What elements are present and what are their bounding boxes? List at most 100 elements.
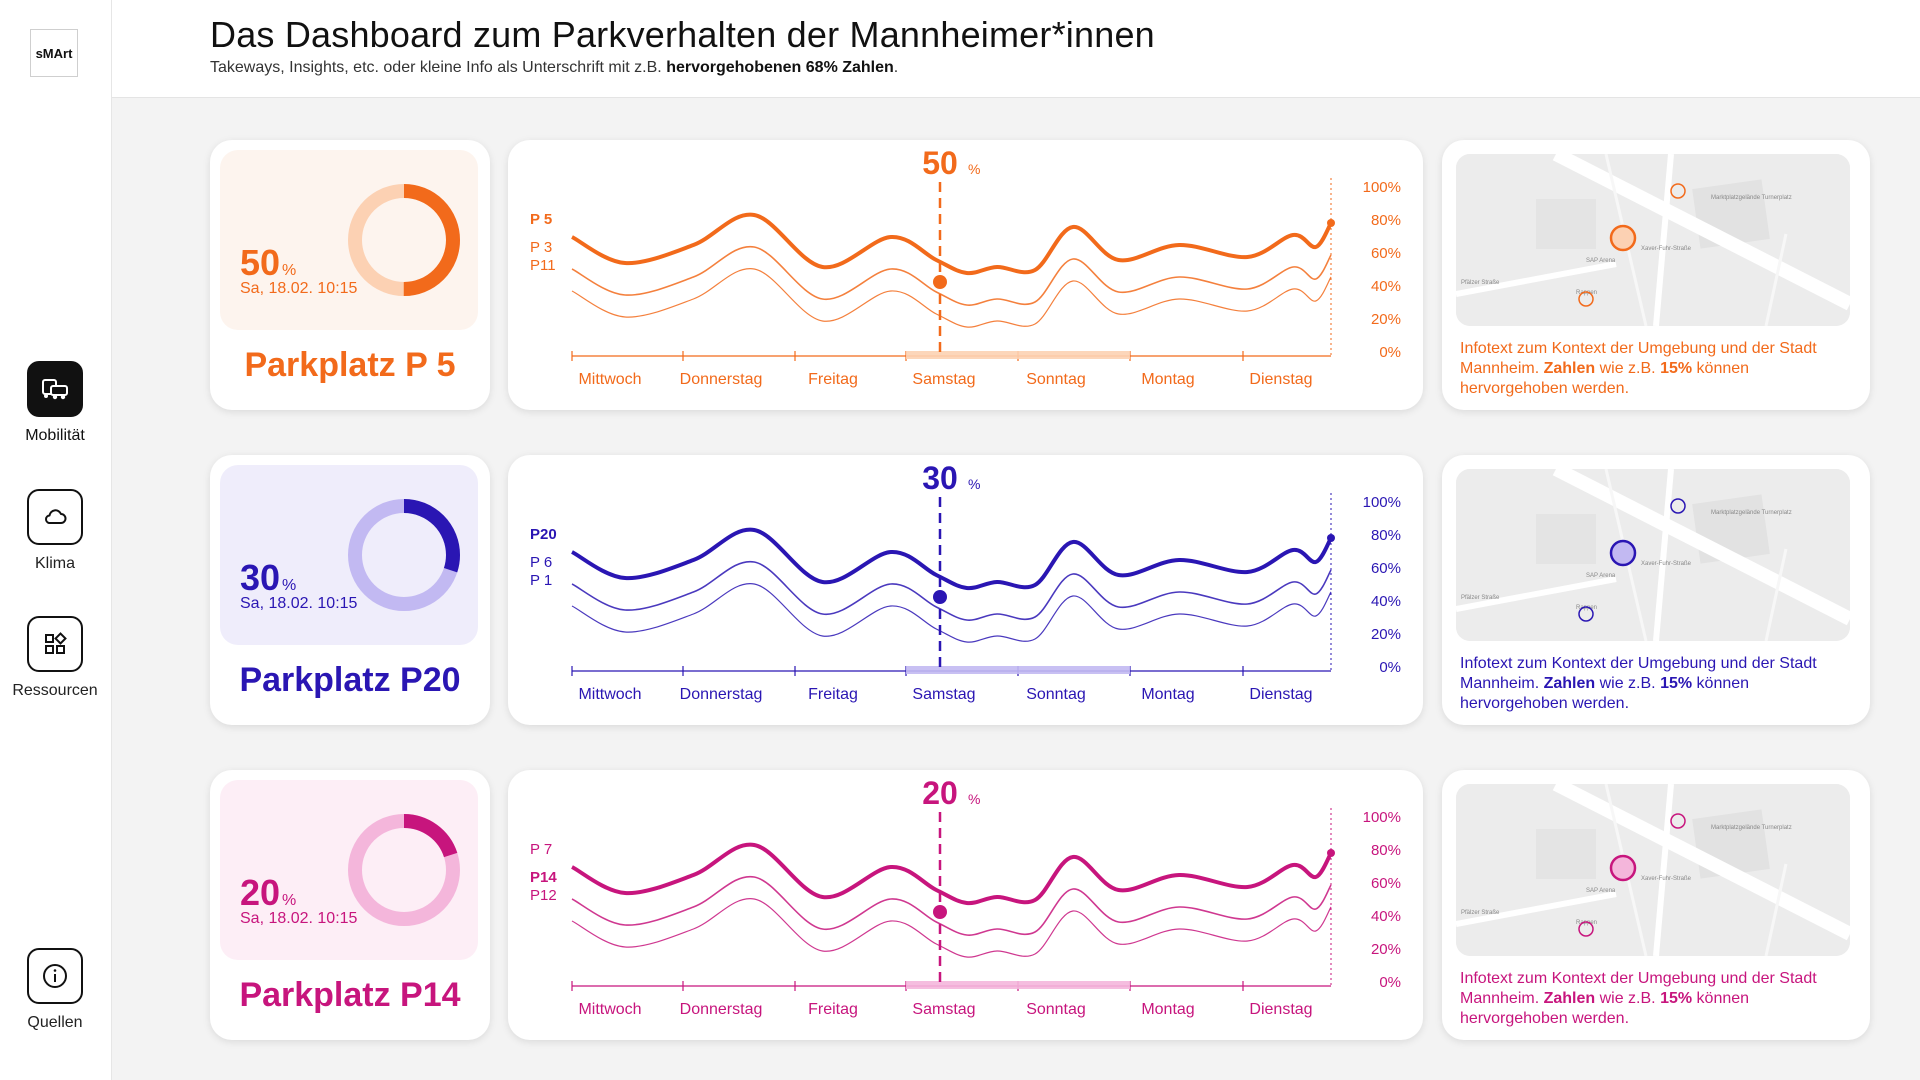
y-tick-label: 40% xyxy=(1371,278,1401,295)
subtitle-highlight: hervorgehobenen 68% Zahlen xyxy=(666,59,894,76)
series-end-point xyxy=(1327,534,1335,542)
nav-label-klima: Klima xyxy=(34,555,75,572)
x-tick-label: Montag xyxy=(1141,686,1194,703)
x-tick-label: Dienstag xyxy=(1249,1001,1312,1018)
map-marker[interactable] xyxy=(1670,498,1686,514)
map-block xyxy=(1536,514,1596,564)
series-line xyxy=(571,268,1332,328)
info-icon xyxy=(43,964,67,988)
logo[interactable]: sMArt xyxy=(30,29,78,77)
stat-panel: 50% Sa, 18.02. 10:15 xyxy=(220,150,478,330)
map-marker[interactable] xyxy=(1578,921,1594,937)
parking-lot-title: Parkplatz P20 xyxy=(239,661,461,699)
map-label: Marktplatzgelände Turnerplatz xyxy=(1711,510,1792,516)
chart-card: Mittwoch Donnerstag Freitag Samstag Sonntag M… xyxy=(508,455,1423,725)
map-marker-active[interactable] xyxy=(1609,539,1637,567)
info-text-part: Infotext zum Kontext der Umgebung und de… xyxy=(1460,970,1817,1007)
y-tick-label: 80% xyxy=(1371,212,1401,229)
info-text-part: können hervorgehoben werden. xyxy=(1460,675,1750,712)
map-marker[interactable] xyxy=(1670,813,1686,829)
map-graphic: Marktplatzgelände Turnerplatz SAP Arena Xa… xyxy=(1456,469,1850,641)
donut-fill xyxy=(348,184,460,296)
x-tick-label: Sonntag xyxy=(1026,686,1086,703)
stat-card: 50% Sa, 18.02. 10:15 Parkplatz P 5 xyxy=(210,140,490,410)
map-marker-active[interactable] xyxy=(1609,224,1637,252)
series-label: P 1 xyxy=(530,572,552,589)
map-card: Marktplatzgelände Turnerplatz SAP Arena Xa… xyxy=(1442,455,1870,725)
map-card: Marktplatzgelände Turnerplatz SAP Arena Xa… xyxy=(1442,770,1870,1040)
map-marker[interactable] xyxy=(1670,183,1686,199)
chart-card: Mittwoch Donnerstag Freitag Samstag Sonntag M… xyxy=(508,140,1423,410)
x-tick-label: Samstag xyxy=(912,1001,975,1018)
x-tick-label: Donnerstag xyxy=(680,686,763,703)
nav-item-mobilitaet[interactable]: Mobilität xyxy=(0,361,110,445)
x-tick-label: Sonntag xyxy=(1026,371,1086,388)
y-tick-label: 20% xyxy=(1371,311,1401,328)
info-highlight: Zahlen xyxy=(1543,675,1596,692)
y-tick-label: 40% xyxy=(1371,908,1401,925)
map-marker-active[interactable] xyxy=(1609,854,1637,882)
series-line xyxy=(571,212,1333,276)
nav-item-ressourcen[interactable]: Ressourcen xyxy=(0,616,110,700)
current-value-point xyxy=(933,590,947,604)
current-value-point xyxy=(933,905,947,919)
y-tick-label: 100% xyxy=(1363,494,1401,511)
nav-label-mobilitaet: Mobilität xyxy=(25,427,85,444)
timestamp: Sa, 18.02. 10:15 xyxy=(240,910,358,927)
info-text-part: wie z.B. xyxy=(1595,675,1661,692)
nav-button-klima[interactable] xyxy=(27,489,83,545)
series-label: P 3 xyxy=(530,239,552,256)
occupancy-donut xyxy=(348,499,460,611)
info-text: Infotext zum Kontext der Umgebung und de… xyxy=(1460,339,1850,399)
map-marker[interactable] xyxy=(1578,291,1594,307)
location-map[interactable]: Marktplatzgelände Turnerplatz SAP Arena Xa… xyxy=(1456,469,1850,641)
header: Das Dashboard zum Parkverhalten der Mann… xyxy=(112,0,1920,98)
series-label: P 7 xyxy=(530,841,552,858)
map-label: Rappen xyxy=(1576,605,1597,611)
occupancy-chart: Mittwoch Donnerstag Freitag Samstag Sonntag M… xyxy=(530,775,1401,1018)
map-label: SAP Arena xyxy=(1586,573,1616,579)
stat-card: 30% Sa, 18.02. 10:15 Parkplatz P20 xyxy=(210,455,490,725)
y-tick-label: 20% xyxy=(1371,626,1401,643)
map-block xyxy=(1536,829,1596,879)
stat-panel: 30% Sa, 18.02. 10:15 xyxy=(220,465,478,645)
current-value-unit: % xyxy=(968,476,980,492)
series-label: P 6 xyxy=(530,554,552,571)
map-marker[interactable] xyxy=(1578,606,1594,622)
nav-item-klima[interactable]: Klima xyxy=(0,489,110,573)
nav-label-ressourcen: Ressourcen xyxy=(12,682,98,699)
series-label: P11 xyxy=(530,257,556,274)
map-road xyxy=(1764,548,1788,641)
map-label: Marktplatzgelände Turnerplatz xyxy=(1711,195,1792,201)
map-graphic: Marktplatzgelände Turnerplatz SAP Arena Xa… xyxy=(1456,154,1850,326)
donut-fill xyxy=(348,814,460,926)
occupancy-chart: Mittwoch Donnerstag Freitag Samstag Sonntag M… xyxy=(530,460,1401,703)
map-background xyxy=(1456,154,1850,326)
map-label: Pfälzer Straße xyxy=(1461,280,1500,286)
series-label: P 5 xyxy=(530,211,552,228)
map-label: Pfälzer Straße xyxy=(1461,595,1500,601)
y-tick-label: 20% xyxy=(1371,941,1401,958)
page-subtitle: Takeways, Insights, etc. oder kleine Inf… xyxy=(210,59,898,77)
map-label: Xaver-Fuhr-Straße xyxy=(1641,876,1692,882)
map-road xyxy=(1653,784,1674,956)
x-tick-label: Donnerstag xyxy=(680,1001,763,1018)
nav-button-ressourcen[interactable] xyxy=(27,616,83,672)
donut-fill xyxy=(348,499,460,611)
nav-button-quellen[interactable] xyxy=(27,948,83,1004)
map-label: Rappen xyxy=(1576,290,1597,296)
current-value-label: 50 xyxy=(922,145,958,181)
nav-button-mobilitaet[interactable] xyxy=(27,361,83,417)
y-tick-label: 60% xyxy=(1371,245,1401,262)
info-text-part: können hervorgehoben werden. xyxy=(1460,360,1750,397)
nav-item-quellen[interactable]: Quellen xyxy=(0,948,110,1032)
x-tick-label: Mittwoch xyxy=(578,1001,641,1018)
series-line xyxy=(571,898,1332,958)
map-label: Rappen xyxy=(1576,920,1597,926)
parking-lot-title: Parkplatz P14 xyxy=(239,976,461,1014)
occupancy-number: 30 xyxy=(240,557,281,598)
x-tick-label: Dienstag xyxy=(1249,371,1312,388)
x-tick-label: Donnerstag xyxy=(680,371,763,388)
location-map[interactable]: Marktplatzgelände Turnerplatz SAP Arena Xa… xyxy=(1456,784,1850,956)
location-map[interactable]: Marktplatzgelände Turnerplatz SAP Arena Xa… xyxy=(1456,154,1850,326)
